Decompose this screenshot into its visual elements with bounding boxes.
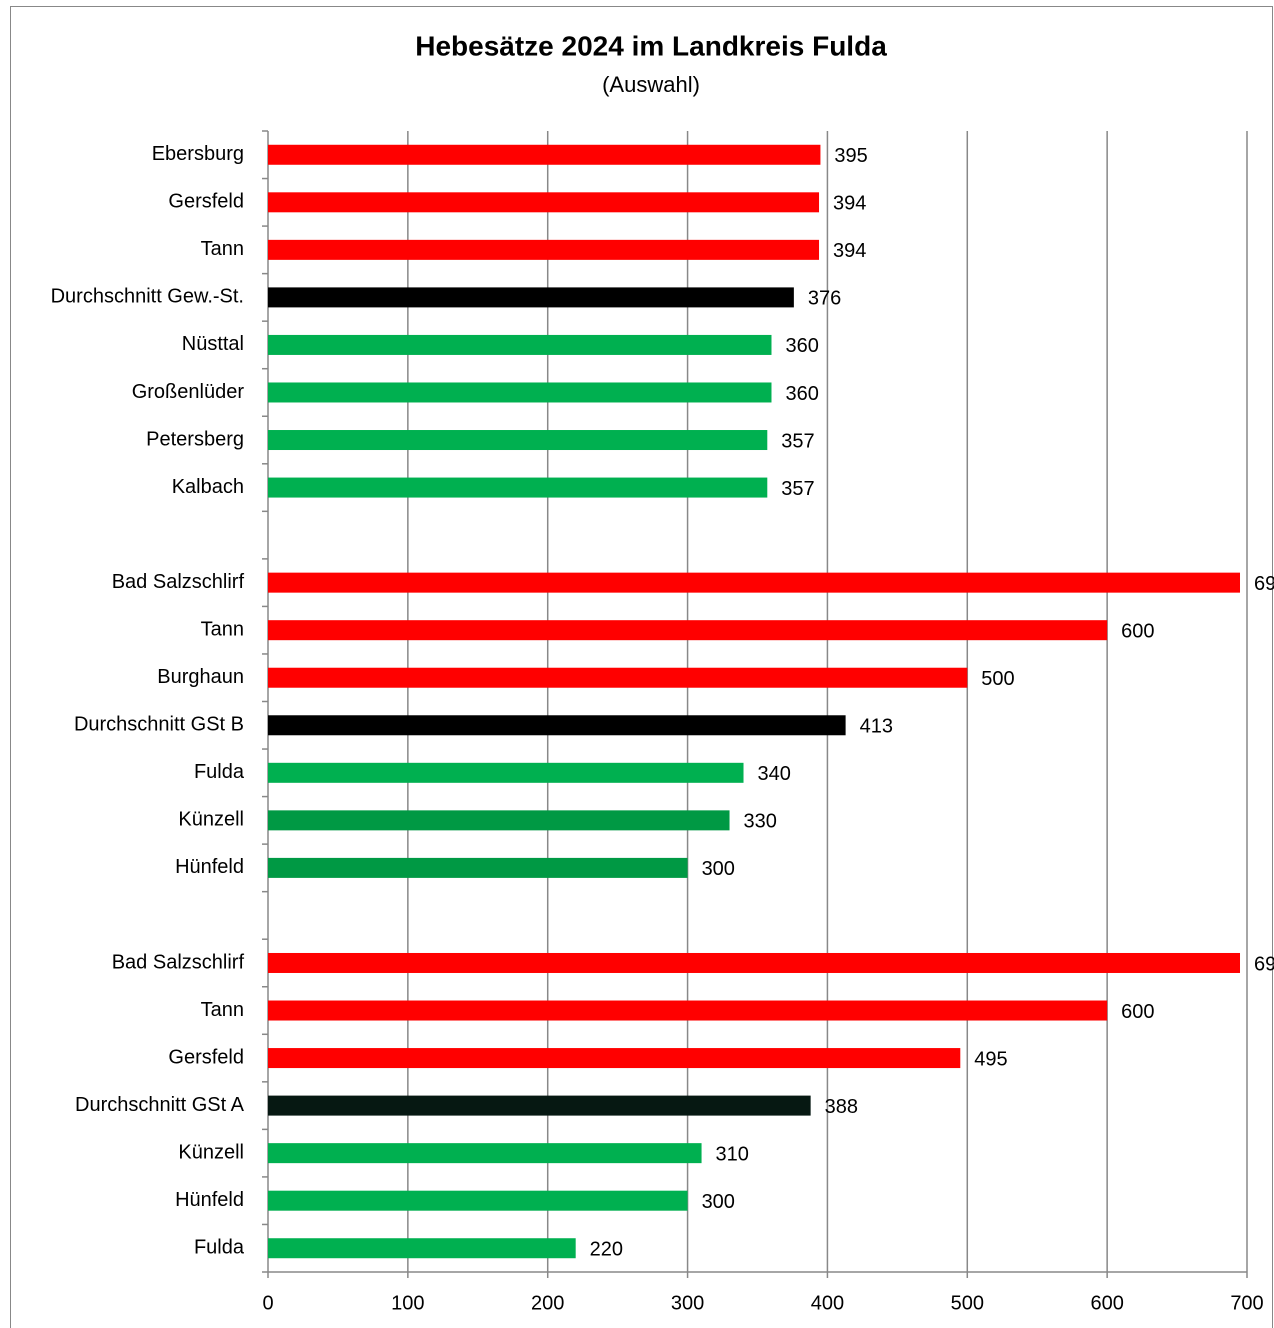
data-label: 360 bbox=[785, 383, 818, 405]
data-label: 388 bbox=[825, 1096, 858, 1118]
data-label: 310 bbox=[716, 1143, 749, 1165]
bar bbox=[268, 144, 821, 165]
bar bbox=[268, 192, 820, 213]
bar bbox=[268, 715, 846, 736]
bar bbox=[268, 477, 768, 498]
data-label: 300 bbox=[702, 858, 735, 880]
data-label: 357 bbox=[781, 430, 814, 452]
y-tick-label: Gersfeld bbox=[168, 191, 244, 213]
bar bbox=[268, 572, 1241, 593]
data-label: 500 bbox=[981, 668, 1014, 690]
bar bbox=[268, 1143, 702, 1164]
x-tick-label: 500 bbox=[951, 1292, 984, 1314]
y-tick-label: Nüsttal bbox=[182, 333, 244, 355]
bar bbox=[268, 857, 688, 878]
y-tick-label: Bad Salzschlirf bbox=[112, 571, 245, 593]
y-tick-label: Fulda bbox=[194, 761, 245, 783]
y-tick-label: Petersberg bbox=[146, 428, 244, 450]
data-label: 357 bbox=[781, 478, 814, 500]
bar bbox=[268, 239, 820, 260]
chart-title: Hebesätze 2024 im Landkreis Fulda bbox=[415, 30, 887, 61]
y-tick-label: Kalbach bbox=[172, 476, 244, 498]
x-tick-label: 100 bbox=[391, 1292, 424, 1314]
data-label: 376 bbox=[808, 288, 841, 310]
y-tick-label: Bad Salzschlirf bbox=[112, 951, 245, 973]
bar bbox=[268, 667, 968, 688]
data-label: 300 bbox=[702, 1191, 735, 1213]
bar bbox=[268, 1048, 961, 1069]
y-tick-label: Künzell bbox=[178, 809, 244, 831]
x-tick-label: 0 bbox=[262, 1292, 273, 1314]
x-tick-label: 200 bbox=[531, 1292, 564, 1314]
data-label: 394 bbox=[833, 193, 866, 215]
data-label: 413 bbox=[860, 716, 893, 738]
bar bbox=[268, 1000, 1108, 1021]
chart-frame bbox=[10, 6, 1273, 1328]
data-label: 600 bbox=[1121, 620, 1154, 642]
y-tick-label: Tann bbox=[201, 999, 244, 1021]
data-label: 495 bbox=[974, 1048, 1007, 1070]
data-label: 394 bbox=[833, 240, 866, 262]
data-label: 600 bbox=[1121, 1001, 1154, 1023]
bar bbox=[268, 430, 768, 451]
bar bbox=[268, 810, 730, 831]
y-tick-label: Tann bbox=[201, 238, 244, 260]
x-tick-label: 300 bbox=[671, 1292, 704, 1314]
y-tick-label: Burghaun bbox=[157, 666, 244, 688]
x-tick-label: 700 bbox=[1230, 1292, 1263, 1314]
y-tick-label: Durchschnitt GSt A bbox=[75, 1094, 245, 1116]
x-tick-label: 400 bbox=[811, 1292, 844, 1314]
bar bbox=[268, 334, 772, 355]
bar bbox=[268, 620, 1108, 641]
data-label: 340 bbox=[758, 763, 791, 785]
data-label: 695 bbox=[1254, 573, 1274, 595]
y-tick-label: Hünfeld bbox=[175, 856, 244, 878]
y-tick-label: Gersfeld bbox=[168, 1046, 244, 1068]
bar bbox=[268, 287, 794, 308]
data-label: 360 bbox=[785, 335, 818, 357]
y-tick-label: Durchschnitt GSt B bbox=[74, 714, 244, 736]
bar bbox=[268, 1095, 811, 1116]
x-tick-label: 600 bbox=[1090, 1292, 1123, 1314]
data-label: 330 bbox=[744, 811, 777, 833]
bar bbox=[268, 952, 1241, 973]
bar bbox=[268, 1190, 688, 1211]
bar bbox=[268, 382, 772, 403]
y-tick-label: Großenlüder bbox=[132, 381, 245, 403]
bar bbox=[268, 762, 744, 783]
y-tick-label: Durchschnitt Gew.-St. bbox=[51, 286, 244, 308]
y-tick-label: Künzell bbox=[178, 1141, 244, 1163]
y-tick-label: Hünfeld bbox=[175, 1189, 244, 1211]
bar bbox=[268, 1238, 576, 1259]
y-tick-label: Ebersburg bbox=[152, 143, 244, 165]
data-label: 695 bbox=[1254, 953, 1274, 975]
y-tick-label: Tann bbox=[201, 618, 244, 640]
y-tick-label: Fulda bbox=[194, 1237, 245, 1259]
data-label: 220 bbox=[590, 1239, 623, 1261]
chart-subtitle: (Auswahl) bbox=[602, 72, 700, 97]
data-label: 395 bbox=[834, 145, 867, 167]
